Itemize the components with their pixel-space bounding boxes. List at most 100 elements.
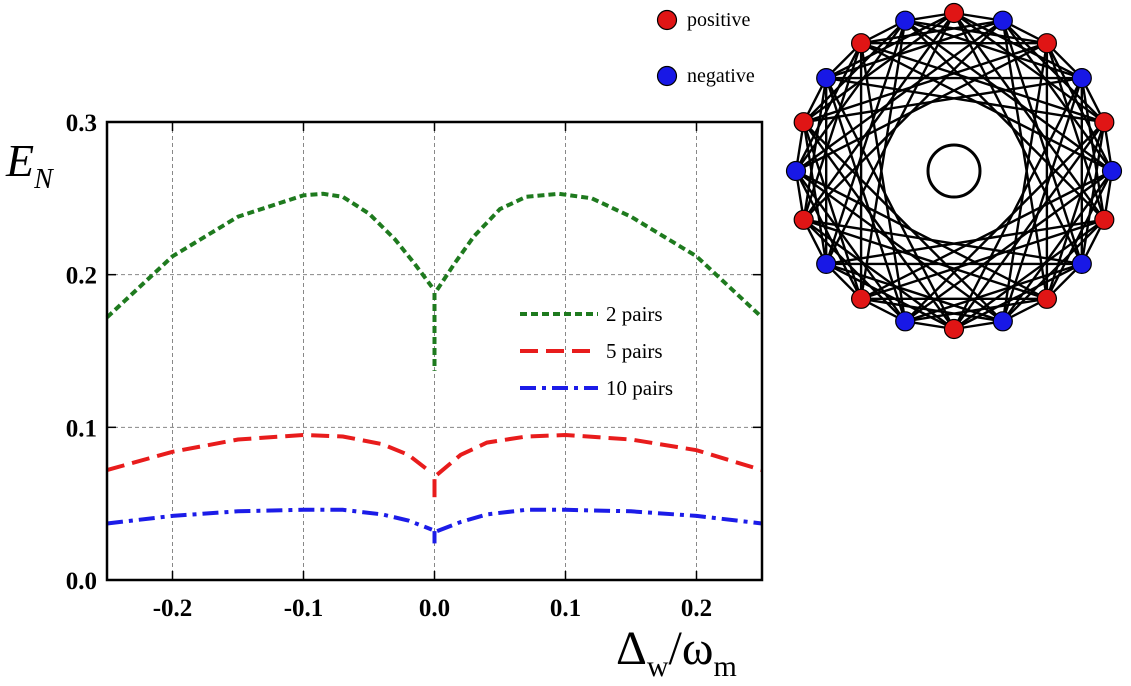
network-node: [1036, 33, 1058, 54]
network-edge: [795, 19, 907, 172]
network-edge: [825, 77, 907, 322]
entanglement-line-chart: -0.2 -0.1 0.0 0.1 0.2 0.0 0.1 0.2 0.3 EN Δw/ωm 2…: [5, 110, 764, 683]
network-edge: [904, 170, 1113, 323]
network-edge: [953, 262, 1083, 331]
network-edge: [825, 11, 955, 80]
network-node: [793, 209, 814, 230]
node-type-legend: positive negative: [656, 9, 755, 87]
y-tick-label: 0.1: [66, 415, 97, 442]
node-legend-label: positive: [687, 9, 750, 31]
network-nodes: [785, 2, 1123, 340]
network-edge: [1001, 19, 1113, 172]
network-node: [992, 10, 1013, 31]
network-edge: [905, 19, 1048, 45]
series-line: [105, 191, 434, 319]
network-edge: [905, 297, 1048, 323]
x-tick-label: 0.1: [550, 595, 581, 622]
network-edge: [803, 218, 1048, 300]
network-edge: [802, 121, 1004, 323]
network-node: [895, 311, 916, 332]
network-edge: [802, 121, 863, 300]
network-edge: [860, 19, 1003, 45]
y-axis-label-sub: N: [33, 164, 54, 195]
network-node: [943, 2, 965, 24]
network-edge: [1001, 19, 1106, 124]
network-edge: [953, 218, 1106, 330]
network-edge: [860, 218, 1105, 300]
network-edge: [802, 122, 828, 265]
x-tick-label: 0.2: [681, 595, 712, 622]
series-10-pairs: [106, 507, 763, 544]
series-line: [106, 432, 434, 475]
network-edge: [1045, 42, 1114, 172]
series-2-pairs: [105, 191, 764, 371]
x-tick-label: -0.2: [153, 595, 193, 622]
network-edge: [1001, 170, 1113, 323]
network-edge: [952, 12, 1083, 265]
network-edge: [860, 42, 1113, 173]
network-edge: [795, 42, 1048, 173]
network-edge: [825, 12, 956, 265]
network-edge: [795, 170, 1004, 323]
network-edge: [1080, 77, 1106, 220]
series-line: [435, 432, 763, 477]
network-edge: [826, 76, 1105, 124]
network-edge: [904, 121, 1106, 323]
network-edge: [860, 297, 1003, 323]
network-node: [793, 112, 814, 133]
node-legend-marker: [656, 65, 678, 87]
tick-labels: -0.2 -0.1 0.0 0.1 0.2 0.0 0.1 0.2 0.3: [66, 110, 712, 622]
series-5-pairs: [106, 432, 763, 501]
network-edge: [953, 121, 1106, 330]
network-node: [1101, 160, 1123, 182]
ticks: [107, 121, 762, 581]
network-edge: [904, 19, 1106, 221]
series-layer: [105, 191, 764, 544]
network-edge: [803, 76, 1082, 124]
network-node: [1071, 67, 1092, 89]
network-node: [1094, 209, 1115, 230]
network-edge: [825, 20, 907, 265]
network-node: [943, 318, 965, 340]
legend-label: 2 pairs: [606, 302, 663, 326]
network-node: [850, 288, 872, 309]
network-edge: [859, 43, 907, 322]
network-edge: [1001, 218, 1106, 323]
network-edge: [825, 77, 956, 330]
network-node: [1036, 288, 1058, 309]
network-edge: [953, 11, 1083, 80]
network-edge: [860, 169, 1113, 300]
network-edge: [802, 12, 955, 221]
node-legend-label: negative: [687, 65, 755, 87]
network-edge: [1001, 20, 1083, 265]
network-node: [895, 10, 916, 31]
y-tick-label: 0.3: [66, 110, 97, 137]
node-legend-marker: [656, 9, 678, 31]
network-node: [1094, 112, 1115, 133]
network-edge: [802, 218, 955, 330]
network-edge: [795, 169, 1048, 300]
network-edge: [952, 77, 1083, 330]
network-edge: [904, 19, 1113, 172]
network-edge: [795, 170, 907, 323]
network-edge: [1001, 20, 1049, 299]
network-edge: [953, 12, 1106, 221]
network-edge: [802, 12, 955, 124]
network-edge: [802, 77, 828, 220]
y-axis-label: EN: [5, 135, 54, 195]
network-edge: [825, 19, 1004, 80]
network-edge: [802, 42, 863, 221]
network-graph: positive negative: [656, 2, 1123, 340]
x-axis-label-sub2: m: [713, 650, 736, 683]
legend-label: 10 pairs: [606, 376, 673, 400]
x-axis-label: Δw/ωm: [616, 622, 737, 683]
network-edges: [794, 11, 1114, 331]
network-edge: [802, 19, 907, 124]
series-line: [436, 507, 763, 533]
series-line: [435, 191, 764, 319]
x-tick-label: 0.0: [419, 595, 450, 622]
network-node: [850, 33, 872, 54]
network-edge: [803, 42, 1048, 124]
y-tick-label: 0.0: [66, 568, 97, 595]
network-edge: [953, 12, 1106, 124]
